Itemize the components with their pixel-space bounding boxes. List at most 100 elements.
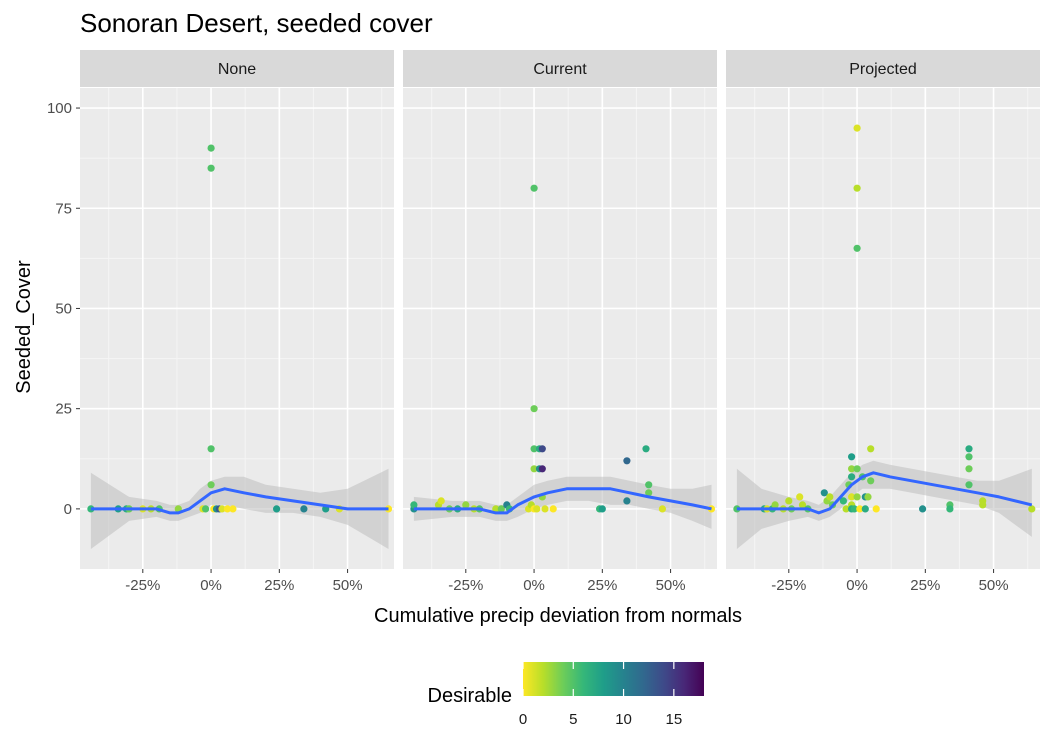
data-point: [798, 501, 807, 509]
panels-group: None-25% 0% 25% 50%Current-25% 0% 25% 50%Proje…: [80, 50, 1040, 594]
data-point: [867, 445, 875, 453]
data-point: [771, 501, 779, 509]
x-tick-label: 25%: [264, 577, 294, 594]
data-point: [623, 457, 631, 465]
facet-strip: [80, 50, 394, 87]
data-point: [223, 505, 231, 513]
data-point: [785, 497, 793, 505]
smooth-line: [90, 487, 389, 515]
data-point: [826, 493, 834, 501]
data-point: [1028, 505, 1036, 513]
data-point: [919, 505, 927, 513]
panel-current: Current -25% 0% 25% 50%: [403, 50, 717, 594]
x-tick-label: 25%: [587, 577, 617, 594]
data-point: [965, 445, 973, 453]
data-point: [202, 505, 210, 513]
data-point: [645, 481, 653, 489]
data-point: [492, 505, 500, 513]
data-point: [462, 501, 470, 509]
x-tick-label: -25%: [771, 577, 806, 594]
x-tick-label: 0%: [846, 577, 868, 594]
legend-title: Desirable: [428, 685, 512, 707]
data-point: [538, 445, 546, 453]
data-point: [848, 473, 856, 481]
data-point: [965, 465, 973, 473]
data-point: [979, 501, 987, 509]
y-axis-title: Seeded_Cover: [13, 260, 35, 394]
y-tick-label: 100: [47, 100, 72, 117]
data-point: [872, 505, 880, 513]
data-point: [861, 505, 869, 513]
y-tick-label: 50: [55, 300, 72, 317]
data-point: [853, 124, 861, 132]
data-point: [218, 505, 226, 513]
data-point: [623, 497, 631, 505]
data-point: [796, 493, 804, 501]
legend-ticks: 0 5 10 15: [519, 662, 682, 728]
x-tick-label: 25%: [910, 577, 940, 594]
smooth-line: [736, 471, 1033, 515]
chart-title: Sonoran Desert, seeded cover: [80, 8, 433, 38]
facet-label: Current: [533, 61, 587, 78]
y-axis: 0 25 50 75 100: [47, 100, 80, 518]
y-tick-label: 0: [64, 501, 72, 518]
x-tick-label: -25%: [125, 577, 160, 594]
data-point: [410, 501, 418, 509]
x-tick-label: 50%: [333, 577, 363, 594]
facet-label: Projected: [849, 61, 917, 78]
data-point: [207, 164, 215, 172]
data-point: [541, 505, 549, 513]
data-point: [533, 505, 541, 513]
data-point: [848, 465, 856, 473]
data-point: [530, 445, 538, 453]
data-point: [658, 505, 667, 513]
panel-none: None -25% 0% 25% 50%: [80, 50, 394, 594]
data-point: [598, 505, 606, 513]
facet-strip: [403, 50, 717, 87]
data-point: [820, 489, 828, 497]
data-point: [530, 465, 538, 473]
data-point: [946, 505, 954, 513]
data-point: [645, 489, 653, 497]
data-point: [853, 244, 861, 252]
data-point: [642, 445, 650, 453]
legend: Desirable 0 5 10 15: [428, 662, 704, 728]
confidence-ribbon: [413, 476, 712, 529]
data-point: [856, 505, 864, 513]
data-point: [848, 493, 856, 501]
confidence-ribbon: [736, 460, 1032, 549]
data-point: [853, 184, 861, 192]
data-point: [549, 505, 557, 513]
data-point: [853, 465, 861, 473]
legend-tick-label: 0: [519, 711, 527, 728]
data-point: [842, 505, 850, 513]
smooth-line: [413, 487, 712, 515]
data-point: [853, 493, 861, 501]
facet-strip: [726, 50, 1040, 87]
data-point: [867, 477, 875, 485]
data-point: [965, 453, 973, 461]
data-point: [530, 184, 538, 192]
y-tick-label: 75: [55, 200, 72, 217]
x-tick-label: 0%: [523, 577, 545, 594]
legend-colorbar: [523, 662, 704, 696]
x-tick-label: 0%: [200, 577, 222, 594]
data-point: [207, 144, 215, 152]
x-tick-label: -25%: [448, 577, 483, 594]
legend-tick-label: 5: [569, 711, 577, 728]
data-point: [437, 497, 445, 505]
x-tick-label: 50%: [979, 577, 1009, 594]
data-point: [207, 481, 215, 489]
data-point: [300, 505, 308, 513]
data-point: [850, 505, 858, 513]
legend-tick-label: 15: [665, 711, 682, 728]
x-tick-label: 50%: [656, 577, 686, 594]
y-tick-label: 25: [55, 401, 72, 418]
data-point: [965, 481, 973, 489]
facet-label: None: [218, 61, 256, 78]
data-point: [497, 505, 505, 513]
data-point: [229, 505, 237, 513]
data-point: [839, 497, 848, 505]
panel-projected: Projected -25% 0% 25% 50%: [726, 50, 1040, 594]
